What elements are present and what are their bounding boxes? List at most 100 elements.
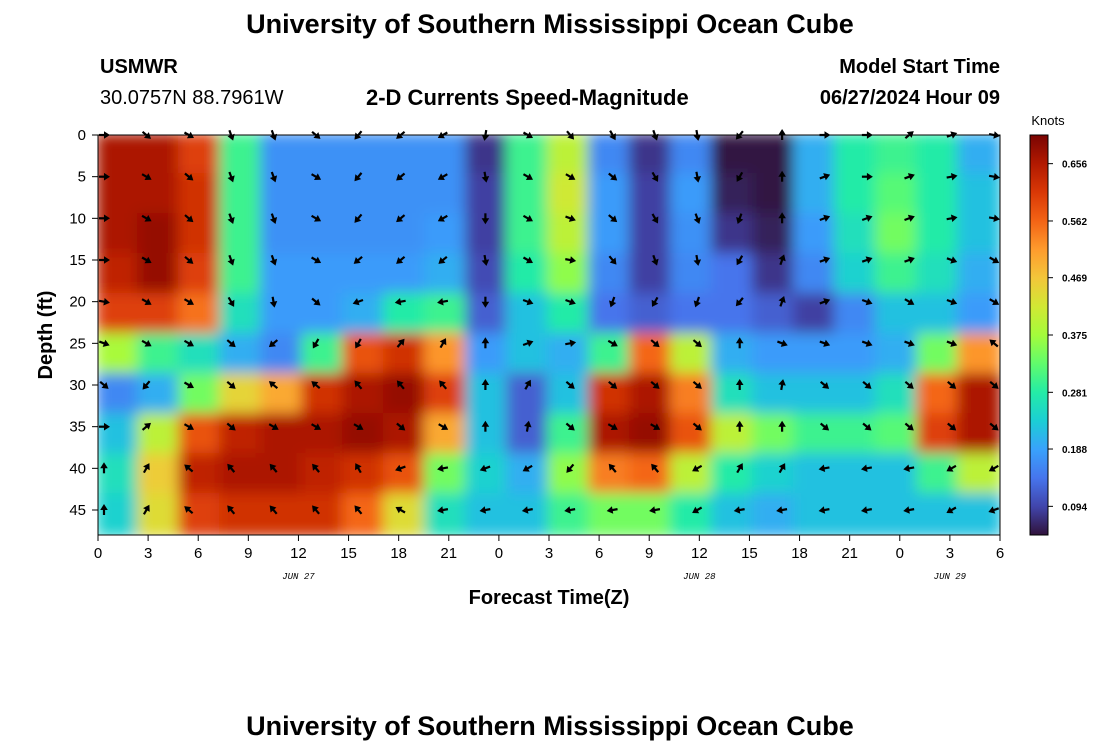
heatmap-cell xyxy=(301,173,346,217)
current-arrow xyxy=(735,337,744,349)
heatmap-cell xyxy=(752,453,797,497)
heatmap-cell xyxy=(547,173,592,217)
heatmap-cell xyxy=(793,173,838,217)
heatmap-cell xyxy=(424,293,469,337)
heatmap-cell xyxy=(916,493,961,535)
current-arrow xyxy=(227,463,236,473)
current-arrow xyxy=(819,339,831,347)
heatmap-cell xyxy=(219,135,264,177)
heatmap-cell xyxy=(752,213,797,257)
current-arrow xyxy=(141,214,152,222)
heatmap-cell xyxy=(260,213,305,257)
heatmap-cell xyxy=(957,135,1000,177)
heatmap-cell xyxy=(957,333,1000,377)
heatmap-cell xyxy=(342,173,387,217)
x-tick-label: 3 xyxy=(545,545,553,562)
current-arrow xyxy=(481,129,490,141)
current-arrow xyxy=(860,506,873,514)
heatmap-cell xyxy=(588,135,633,177)
heatmap-cell xyxy=(465,293,510,337)
current-arrow xyxy=(692,339,702,348)
heatmap-cell xyxy=(752,333,797,377)
heatmap-cell xyxy=(301,373,346,417)
heatmap-cell xyxy=(588,333,633,377)
heatmap-cell xyxy=(424,173,469,217)
chart-title: University of Southern Mississippi Ocean… xyxy=(246,9,854,39)
heatmap-cell xyxy=(711,213,756,257)
current-arrow xyxy=(608,172,618,181)
current-arrow xyxy=(100,462,108,474)
heatmap-cell xyxy=(383,253,428,297)
y-tick-label: 20 xyxy=(69,294,86,311)
heatmap-cell xyxy=(260,453,305,497)
current-arrow xyxy=(692,464,703,472)
x-tick-label: 21 xyxy=(841,545,858,562)
current-arrow xyxy=(354,213,363,223)
date-label: JUN 29 xyxy=(934,572,967,582)
heatmap-cell xyxy=(547,135,592,177)
current-arrow xyxy=(565,256,577,264)
heatmap-cell xyxy=(670,253,715,297)
heatmap-cell xyxy=(547,413,592,457)
heatmap-cell xyxy=(711,173,756,217)
current-arrow xyxy=(481,213,490,225)
heatmap-cell xyxy=(137,373,182,417)
current-arrow xyxy=(481,296,490,308)
heatmap-cell xyxy=(506,413,551,457)
heatmap-cell xyxy=(219,373,264,417)
current-arrow xyxy=(946,214,958,223)
current-arrow xyxy=(649,506,661,514)
heatmap-cell xyxy=(629,293,674,337)
current-arrow xyxy=(904,298,915,305)
heatmap-cell xyxy=(260,333,305,377)
current-arrow xyxy=(650,380,660,389)
heatmap-cell xyxy=(342,413,387,457)
current-arrow xyxy=(396,380,405,390)
heatmap-cell xyxy=(957,373,1000,417)
heatmap-cell xyxy=(260,173,305,217)
heatmap-cell xyxy=(383,173,428,217)
current-arrow xyxy=(693,213,701,224)
heatmap-cell xyxy=(752,293,797,337)
heatmap-cell xyxy=(383,213,428,257)
current-arrow xyxy=(735,379,744,390)
current-arrow xyxy=(735,420,744,432)
current-arrow xyxy=(819,298,831,306)
heatmap-cell xyxy=(424,333,469,377)
current-arrow xyxy=(988,464,999,472)
heatmap-cell xyxy=(834,493,879,535)
current-arrow xyxy=(988,506,1000,514)
current-arrow xyxy=(183,423,194,430)
heatmap-cell xyxy=(219,293,264,337)
current-arrow xyxy=(692,380,702,389)
current-arrow xyxy=(736,255,744,266)
heatmap-cell xyxy=(178,333,223,377)
heatmap-cell xyxy=(629,253,674,297)
heatmap-cell xyxy=(178,413,223,457)
y-tick-label: 5 xyxy=(78,169,86,186)
heatmap-cell xyxy=(383,493,428,535)
heatmap-cell xyxy=(424,453,469,497)
current-arrow xyxy=(988,172,1000,181)
colorbar-tick-label: 0.469 xyxy=(1062,274,1087,285)
heatmap-cell xyxy=(588,453,633,497)
current-arrow xyxy=(269,296,278,308)
x-tick-label: 3 xyxy=(946,545,954,562)
current-arrow xyxy=(226,422,236,431)
model-start-value: 06/27/2024 Hour 09 xyxy=(819,87,1000,109)
footer-title: University of Southern Mississippi Ocean… xyxy=(246,711,854,741)
heatmap-cell xyxy=(137,135,182,177)
current-arrow xyxy=(778,212,786,224)
current-arrow xyxy=(524,420,532,432)
current-arrow xyxy=(736,171,744,182)
current-arrow xyxy=(184,214,194,223)
current-arrow xyxy=(269,213,278,224)
heatmap-cell xyxy=(137,453,182,497)
heatmap-cell xyxy=(834,453,879,497)
x-tick-label: 0 xyxy=(94,545,102,562)
current-arrow xyxy=(396,255,406,264)
colorbar-gradient xyxy=(1029,134,1049,536)
heatmap-cell xyxy=(137,173,182,217)
colorbar-tick-label: 0.656 xyxy=(1062,160,1087,171)
current-arrow xyxy=(904,173,915,181)
